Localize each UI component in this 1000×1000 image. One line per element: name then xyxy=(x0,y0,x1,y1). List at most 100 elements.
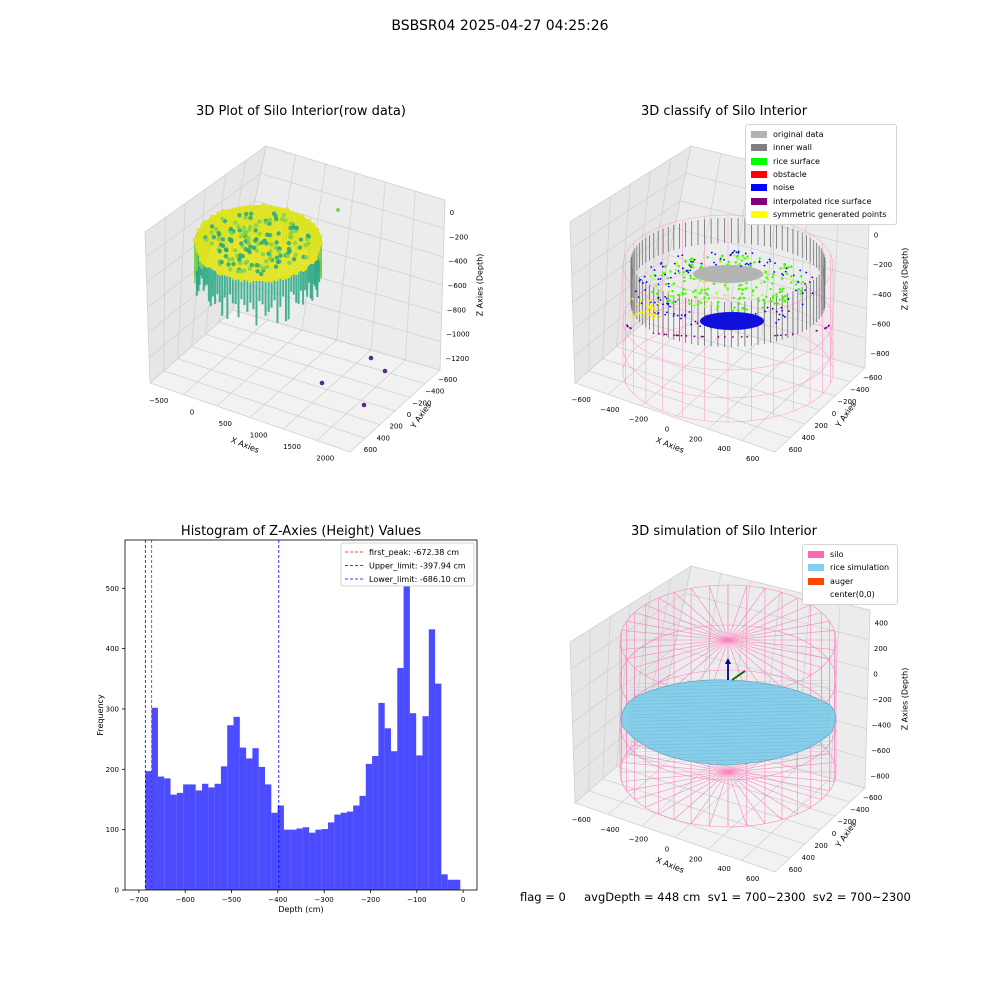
legend-label: rice simulation xyxy=(830,563,890,573)
interpolated-point xyxy=(784,333,787,336)
cloud-point xyxy=(216,236,221,242)
noise-point xyxy=(667,282,670,285)
histogram-bar xyxy=(214,783,221,890)
y-tick-label: 600 xyxy=(364,446,377,454)
noise-point xyxy=(688,311,691,313)
rice-surface-point xyxy=(692,277,695,281)
z-tick-label: −400 xyxy=(872,721,891,729)
noise-point xyxy=(657,296,660,299)
auger-arrow xyxy=(731,670,746,681)
cloud-point xyxy=(229,231,234,236)
cloud-point xyxy=(303,243,308,248)
cloud-point xyxy=(294,225,300,231)
mesh-line xyxy=(629,713,831,719)
rice-surface-point xyxy=(700,287,703,290)
noise-point xyxy=(653,269,656,271)
y-tick-label: 400 xyxy=(106,645,119,653)
silo-roof-spoke xyxy=(727,585,748,641)
interpolated-point xyxy=(700,335,703,338)
legend-swatch xyxy=(751,210,767,218)
noise-point xyxy=(645,281,648,283)
noise-point xyxy=(654,274,657,277)
noise-point xyxy=(746,262,748,265)
silo-roof-spoke xyxy=(727,639,835,650)
histogram-bar xyxy=(151,707,158,890)
interpolated-point xyxy=(717,336,720,338)
mesh-line xyxy=(629,730,831,736)
histogram-bar xyxy=(239,747,247,890)
noise-point xyxy=(784,316,786,318)
classify-plot-title: 3D classify of Silo Interior xyxy=(640,104,808,119)
classified-points xyxy=(622,214,834,423)
histogram-bar xyxy=(365,763,373,890)
noise-point xyxy=(792,274,795,277)
rice-surface-point xyxy=(724,285,728,289)
noise-point xyxy=(735,251,738,254)
cloud-point xyxy=(268,256,273,262)
cloud-point xyxy=(293,252,298,257)
rice-surface-point xyxy=(649,275,652,278)
legend-label: original data xyxy=(773,130,824,140)
legend-label: auger xyxy=(830,576,854,586)
rice-surface-point xyxy=(704,288,707,292)
rice-surface-point xyxy=(704,291,708,295)
cloud-point xyxy=(289,234,294,240)
noise-point xyxy=(681,254,684,257)
rice-surface-point xyxy=(731,309,735,313)
rice-surface-point xyxy=(784,298,788,301)
z-tick-label: 400 xyxy=(875,620,888,628)
histogram-bar xyxy=(189,784,196,890)
x-tick-label: 1500 xyxy=(283,443,301,451)
mesh-line xyxy=(629,754,831,759)
cloud-edge-point xyxy=(311,222,316,228)
cloud-point xyxy=(274,216,279,222)
noise-point xyxy=(665,297,668,300)
rice-surface-point xyxy=(765,276,768,279)
outlier-point xyxy=(361,402,367,408)
histogram-bar xyxy=(258,766,266,890)
rice-surface-point xyxy=(705,300,708,303)
cloud-point xyxy=(209,230,214,235)
rice-surface-point xyxy=(771,282,774,285)
mesh-line xyxy=(629,758,831,763)
histogram-bar xyxy=(403,552,410,890)
rice-surface-point xyxy=(781,298,784,301)
mesh-line xyxy=(629,737,831,742)
cloud-edge-point xyxy=(313,256,318,262)
outlier-point xyxy=(319,380,325,386)
cloud-point xyxy=(268,249,273,254)
raw-data-3d-plot: −5000500100015002000−600−400−20002004006… xyxy=(144,145,485,462)
noise-point xyxy=(811,276,814,279)
symmetric-point xyxy=(653,313,657,316)
interpolated-point xyxy=(825,326,828,329)
cloud-point xyxy=(304,255,309,260)
rice-surface-point xyxy=(737,298,740,301)
z-tick-label: −200 xyxy=(873,696,892,704)
cloud-point xyxy=(274,255,280,260)
histogram-bar xyxy=(220,766,228,890)
legend-label: rice surface xyxy=(773,156,820,166)
mesh-line xyxy=(629,700,831,705)
cloud-point xyxy=(286,241,292,246)
mesh-line xyxy=(629,727,831,732)
raw-plot-title: 3D Plot of Silo Interior(row data) xyxy=(196,104,406,119)
symmetric-point xyxy=(650,303,653,306)
silo-floor-spoke xyxy=(727,762,835,773)
silo-roof-spoke xyxy=(708,585,729,641)
noise-point xyxy=(766,306,769,309)
rice-surface-point xyxy=(734,261,737,264)
rice-surface-point xyxy=(655,292,659,295)
rice-surface-point xyxy=(737,287,741,291)
inner-wall-points xyxy=(630,218,826,347)
mesh-line xyxy=(629,686,831,691)
y-tick-label: −400 xyxy=(850,386,869,394)
noise-point xyxy=(782,314,785,317)
legend-entry: auger xyxy=(808,575,892,588)
interpolated-point xyxy=(677,334,680,337)
silo-floor-spoke xyxy=(727,771,830,792)
cloud-edge-point xyxy=(268,277,274,283)
noise-point xyxy=(638,280,641,282)
noise-point xyxy=(747,264,750,266)
silo-roof-spoke xyxy=(727,639,798,683)
rice-surface-point xyxy=(784,294,787,298)
